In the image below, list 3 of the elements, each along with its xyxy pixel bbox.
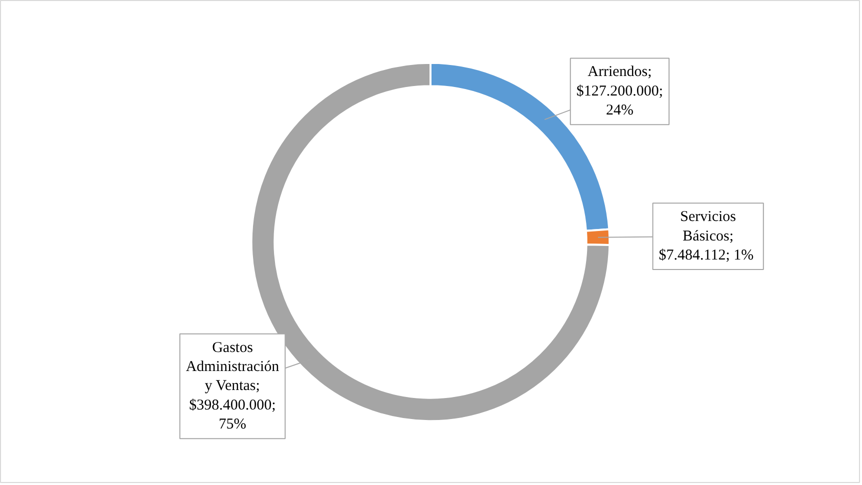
slice-label: Servicios Básicos; $7.484.112; 1% <box>658 209 754 264</box>
slice-label: Gastos Administración y Ventas; $398.400.000; 75% <box>186 340 280 433</box>
slice-label: Arriendos; $127.200.000; 24% <box>576 64 664 119</box>
